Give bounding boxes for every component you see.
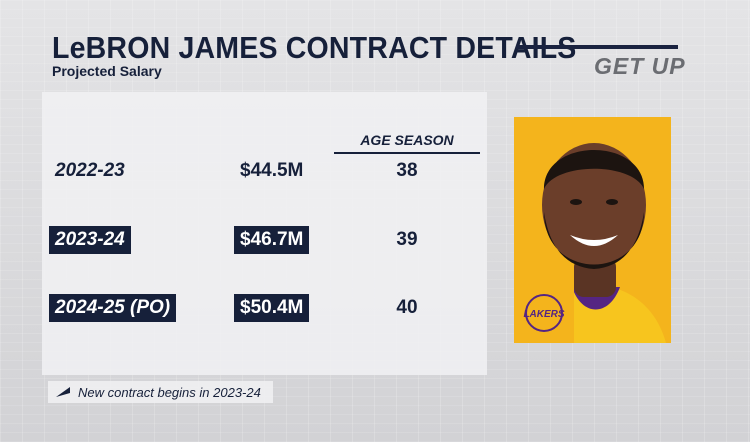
show-logo: GET UP xyxy=(594,53,686,79)
age-season-header: AGE SEASON xyxy=(334,132,480,154)
season-label: 2022-23 xyxy=(55,160,125,181)
salary-value: $44.5M xyxy=(240,160,304,181)
contract-row: 2023-24 $46.7M 39 xyxy=(0,222,490,258)
salary-value: $50.4M xyxy=(234,294,310,322)
footnote: New contract begins in 2023-24 xyxy=(48,381,273,403)
contract-row: 2024-25 (PO) $50.4M 40 xyxy=(0,290,490,326)
contract-row: 2022-23 $44.5M 38 xyxy=(0,153,490,189)
salary-value: $46.7M xyxy=(234,226,310,254)
page-title: LeBRON JAMES CONTRACT DETAILS xyxy=(52,30,577,65)
age-value: 40 xyxy=(396,297,418,318)
player-headshot: LAKERS xyxy=(514,117,671,343)
flag-icon xyxy=(56,387,70,397)
season-label: 2024-25 (PO) xyxy=(49,294,177,322)
svg-text:LAKERS: LAKERS xyxy=(523,309,564,320)
title-rule xyxy=(516,45,678,49)
page-subtitle: Projected Salary xyxy=(52,63,162,79)
footnote-text: New contract begins in 2023-24 xyxy=(78,384,261,400)
age-value: 38 xyxy=(396,160,418,181)
lakers-logo: LAKERS xyxy=(514,283,574,343)
season-label: 2023-24 xyxy=(49,226,131,254)
age-value: 39 xyxy=(396,229,418,250)
